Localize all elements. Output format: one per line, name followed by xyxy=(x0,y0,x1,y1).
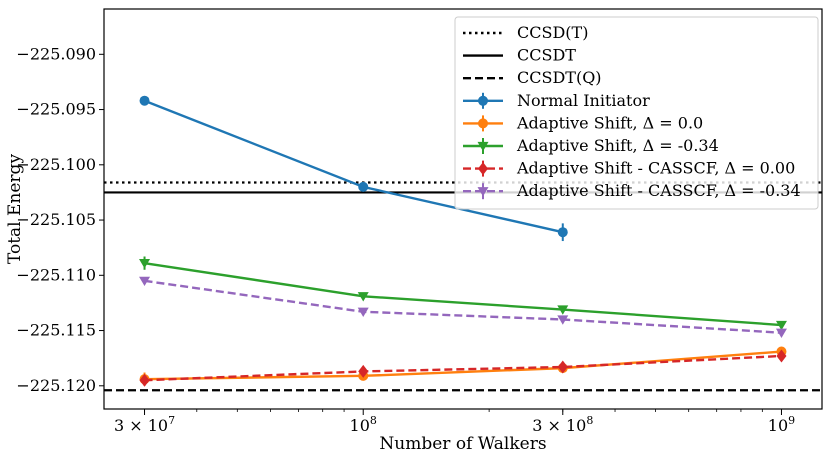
y-tick-label-6: −225.120 xyxy=(16,376,96,395)
x-tick-label-1: 108 xyxy=(350,414,377,435)
y-tick-label-3: −225.105 xyxy=(16,210,96,229)
legend-item-5: Adaptive Shift, Δ = -0.34 xyxy=(463,136,719,155)
legend-item-7: Adaptive Shift - CASSCF, Δ = -0.34 xyxy=(463,181,801,200)
data-point xyxy=(139,95,150,106)
x-tick-label-3: 109 xyxy=(768,414,795,435)
data-point xyxy=(775,328,787,338)
legend-label: Adaptive Shift, Δ = -0.34 xyxy=(516,136,719,155)
legend-marker xyxy=(478,95,488,106)
legend-item-1: CCSDT xyxy=(463,46,576,65)
legend-label: CCSDT(Q) xyxy=(517,68,602,87)
data-point xyxy=(139,373,150,387)
legend-label: Adaptive Shift, Δ = 0.0 xyxy=(516,113,703,132)
legend-label: Adaptive Shift - CASSCF, Δ = 0.00 xyxy=(516,159,795,178)
legend-item-0: CCSD(T) xyxy=(463,23,588,42)
legend-label: Normal Initiator xyxy=(517,91,650,110)
legend-marker xyxy=(478,118,488,129)
series-0 xyxy=(139,95,568,242)
data-point xyxy=(358,364,369,378)
data-point xyxy=(139,276,151,287)
series-3 xyxy=(139,349,787,387)
data-point xyxy=(557,227,568,238)
data-point xyxy=(557,315,569,325)
series-4 xyxy=(139,276,787,338)
legend-item-3: Normal Initiator xyxy=(463,91,650,110)
x-tick-label-0: 3 × 107 xyxy=(114,414,175,435)
legend-item-2: CCSDT(Q) xyxy=(463,68,602,87)
legend-item-4: Adaptive Shift, Δ = 0.0 xyxy=(463,113,703,132)
data-point xyxy=(139,259,151,269)
legend-label: CCSDT xyxy=(517,46,576,65)
x-tick-label-2: 3 × 108 xyxy=(532,414,593,435)
legend-box xyxy=(454,16,819,210)
plot-frame xyxy=(103,8,823,410)
y-tick-label-4: −225.110 xyxy=(16,265,96,284)
y-tick-label-5: −225.115 xyxy=(16,321,96,340)
y-tick-label-1: −225.095 xyxy=(16,100,96,119)
y-tick-label-0: −225.090 xyxy=(16,44,96,63)
legend-marker xyxy=(478,162,488,176)
series-line-2 xyxy=(144,261,782,327)
series-2 xyxy=(139,256,787,331)
data-point xyxy=(357,307,369,317)
x-axis-label: Number of Walkers xyxy=(379,434,546,454)
legend-label: CCSD(T) xyxy=(517,23,588,42)
legend-item-6: Adaptive Shift - CASSCF, Δ = 0.00 xyxy=(463,159,795,178)
data-point xyxy=(775,320,787,331)
y-tick-label-2: −225.100 xyxy=(16,155,96,174)
data-point xyxy=(358,181,369,192)
data-point xyxy=(776,349,787,363)
data-point xyxy=(557,360,568,374)
legend-marker xyxy=(477,187,489,197)
legend-marker xyxy=(477,141,489,152)
series-line-1 xyxy=(144,350,782,381)
series-line-4 xyxy=(144,279,782,334)
legend-label: Adaptive Shift - CASSCF, Δ = -0.34 xyxy=(516,181,801,200)
data-point xyxy=(557,305,569,315)
data-point xyxy=(357,292,369,302)
series-line-3 xyxy=(144,354,782,382)
y-axis-label: Total Energy xyxy=(5,154,25,264)
